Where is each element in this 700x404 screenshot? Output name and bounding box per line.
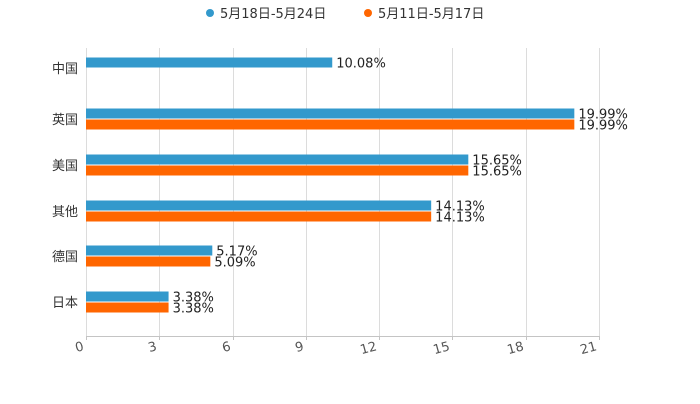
data-label: 3.38%	[173, 302, 214, 317]
grid-lines	[86, 48, 600, 336]
data-label: 10.08%	[336, 57, 386, 72]
legend-label: 5月18日-5月24日	[220, 7, 326, 22]
data-label: 5.09%	[214, 256, 255, 271]
x-tick-label: 21	[579, 339, 599, 358]
bar-series1[interactable]	[86, 291, 169, 302]
bar-series2[interactable]	[86, 302, 169, 313]
category-label: 美国	[52, 159, 78, 174]
data-label: 5.17%	[216, 245, 257, 260]
x-tick-label: 3	[147, 339, 159, 356]
data-label: 14.13%	[435, 211, 485, 226]
data-label: 15.65%	[472, 165, 522, 180]
category-label: 中国	[52, 62, 78, 77]
bar-series1[interactable]	[86, 108, 575, 119]
x-tick-label: 15	[432, 339, 452, 358]
category-label: 英国	[52, 113, 78, 128]
data-label: 15.65%	[472, 154, 522, 169]
x-tick-label: 18	[506, 339, 526, 358]
legend-label: 5月11日-5月17日	[378, 7, 484, 22]
category-label: 日本	[52, 296, 78, 311]
bar-series2[interactable]	[86, 165, 469, 176]
data-label: 3.38%	[173, 291, 214, 306]
bar-series1[interactable]	[86, 245, 213, 256]
x-tick-label: 6	[221, 339, 233, 356]
category-label: 德国	[52, 250, 78, 265]
category-label: 其他	[52, 205, 78, 220]
bar-series1[interactable]	[86, 154, 469, 165]
bar-series2[interactable]	[86, 119, 575, 130]
legend-marker	[364, 9, 372, 17]
bar-series2[interactable]	[86, 211, 432, 222]
bar-series1[interactable]	[86, 200, 432, 211]
data-label: 19.99%	[578, 119, 628, 134]
bars	[86, 57, 575, 313]
legend-marker	[206, 9, 214, 17]
data-labels: 10.08% 19.99% 15.65% 14.13% 5.17% 3.38% 19.99%…	[173, 57, 628, 317]
data-label: 19.99%	[578, 108, 628, 123]
x-tick-label: 9	[294, 339, 306, 356]
x-axis: 0 3 6 9 12 15 18 21	[74, 336, 600, 358]
bar-series1[interactable]	[86, 57, 333, 68]
legend[interactable]: 5月18日-5月24日 5月11日-5月17日	[206, 7, 484, 22]
bar-series2[interactable]	[86, 256, 211, 267]
data-label: 14.13%	[435, 200, 485, 215]
legend-item-1[interactable]: 5月18日-5月24日	[206, 7, 326, 22]
legend-item-2[interactable]: 5月11日-5月17日	[364, 7, 484, 22]
x-tick-label: 12	[359, 339, 379, 358]
x-tick-label: 0	[74, 339, 86, 356]
